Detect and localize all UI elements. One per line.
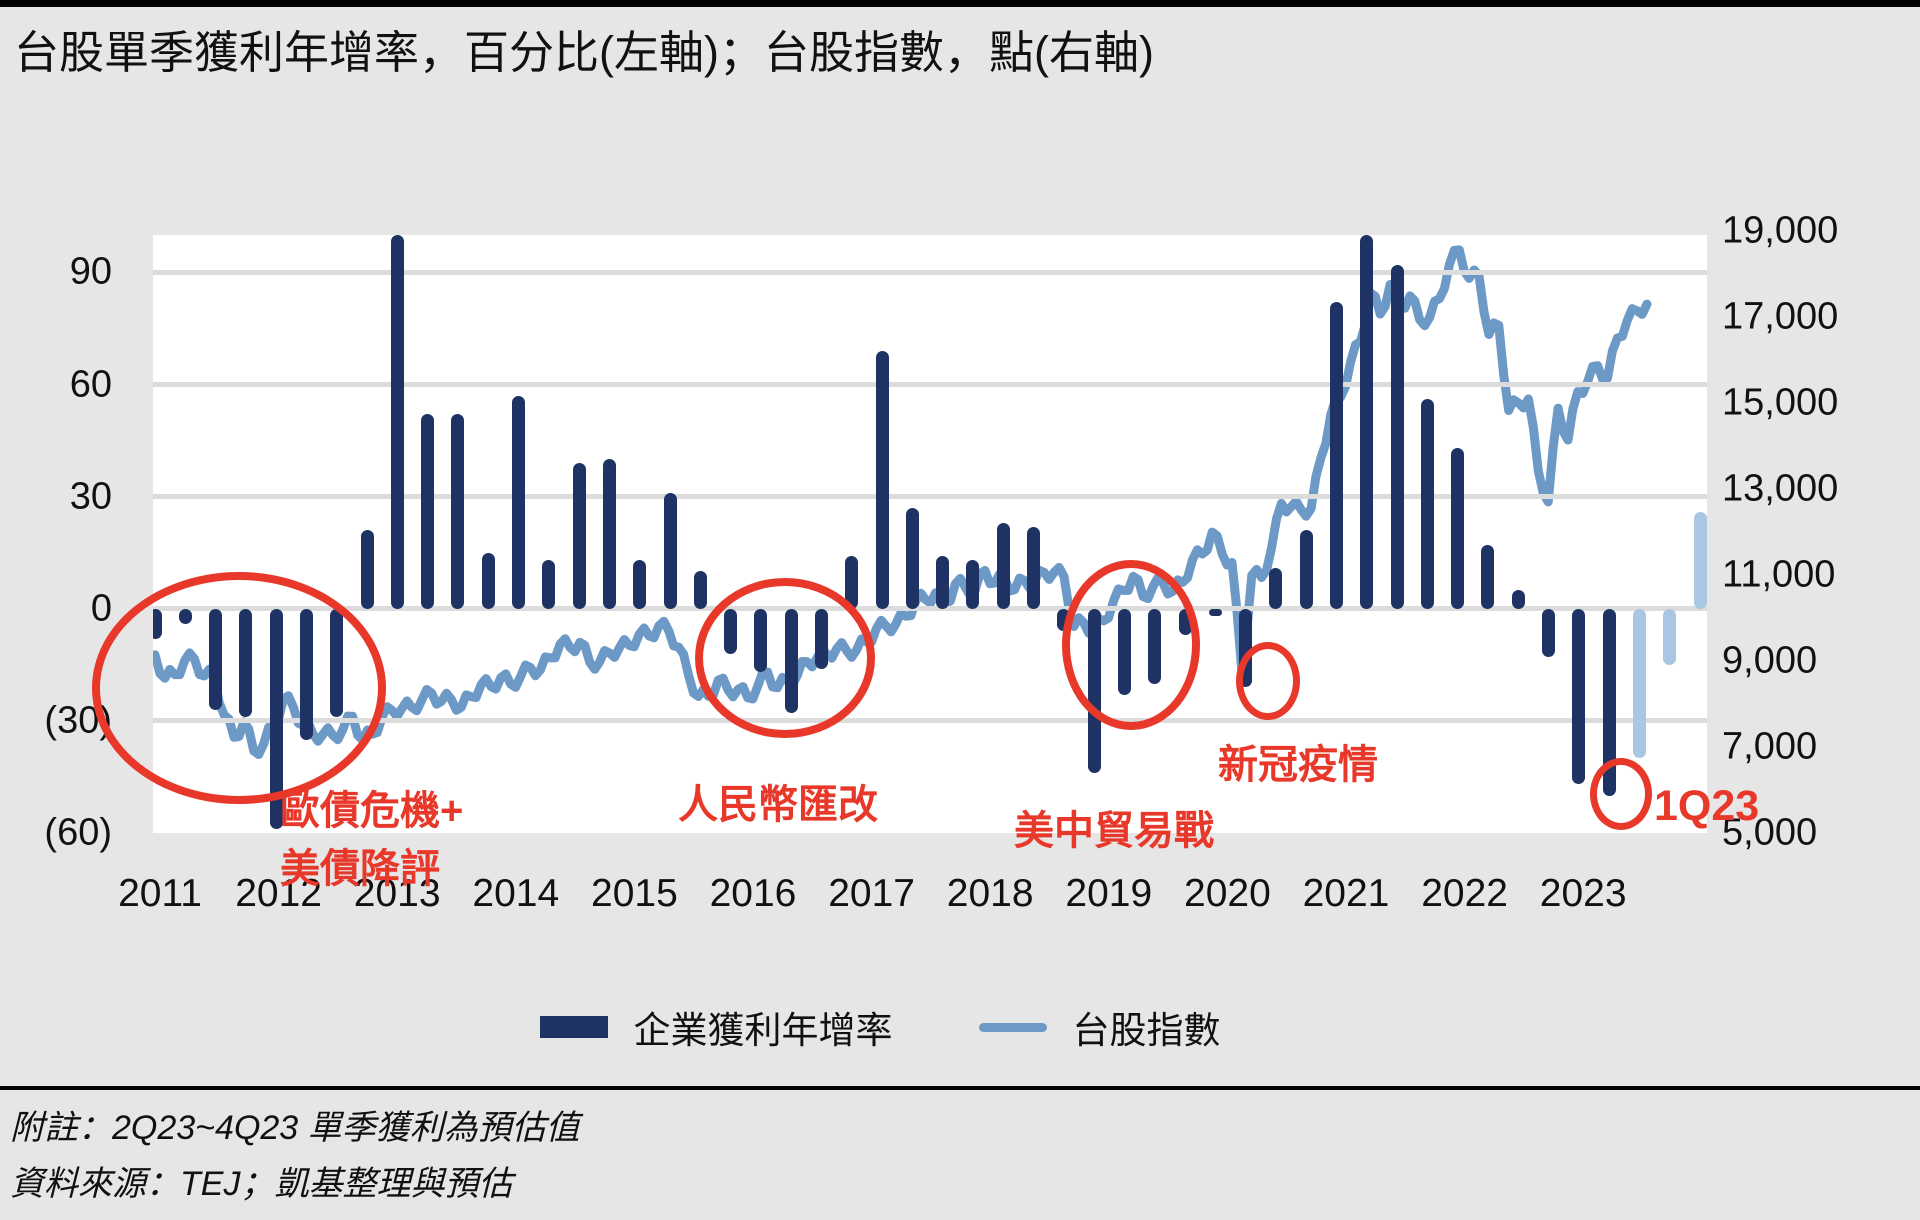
euro-crisis-ellipse <box>92 572 386 804</box>
legend: 企業獲利年增率 台股指數 <box>80 1000 1680 1054</box>
x-axis-year-2017: 2017 <box>828 872 915 915</box>
euro-crisis-label-line2: 美債降評 <box>280 847 440 891</box>
earnings-bar-4Q23 <box>1693 511 1707 609</box>
x-axis-year-2023: 2023 <box>1539 872 1627 915</box>
earnings-bar-2Q18 <box>1027 526 1041 609</box>
earnings-bar-4Q14 <box>602 459 616 609</box>
earnings-bar-3Q22 <box>1542 608 1556 658</box>
covid-ellipse <box>1236 642 1300 720</box>
earnings-bar-1Q22 <box>1481 545 1495 609</box>
earnings-bar-1Q21 <box>1360 235 1374 609</box>
earnings-bar-3Q13 <box>451 414 465 609</box>
earnings-bar-1Q13 <box>390 235 404 609</box>
earnings-bar-3Q14 <box>572 462 586 609</box>
gridline-30 <box>153 494 1707 500</box>
legend-line-swatch <box>978 1022 1047 1032</box>
earnings-bar-2Q14 <box>542 560 556 609</box>
earnings-bar-3Q21 <box>1420 399 1434 609</box>
left-axis-tick-60: 60 <box>69 363 112 405</box>
earnings-bar-2Q20 <box>1269 567 1283 609</box>
earnings-bar-3Q15 <box>693 571 707 609</box>
left-axis-tick-30: 30 <box>69 475 112 518</box>
right-axis-tick-9000: 9,000 <box>1722 639 1818 682</box>
right-axis-tick-15000: 15,000 <box>1722 381 1839 424</box>
right-axis-tick-7000: 7,000 <box>1722 725 1818 768</box>
earnings-bar-4Q16 <box>845 556 859 609</box>
right-axis-tick-19000: 19,000 <box>1722 209 1839 252</box>
footnote-estimate: 附註：2Q23~4Q23 單季獲利為預估值 <box>10 1109 580 1147</box>
trade-war-ellipse <box>1062 560 1200 730</box>
x-axis-year-2021: 2021 <box>1302 872 1390 915</box>
x-axis-year-2011: 2011 <box>118 872 202 915</box>
left-axis-tick-90: 90 <box>69 250 112 293</box>
earnings-bar-1Q18 <box>996 522 1010 609</box>
earnings-bar-2Q17 <box>905 507 919 609</box>
top-border <box>0 0 1920 7</box>
earnings-bar-3Q17 <box>936 556 950 609</box>
x-axis-year-2014: 2014 <box>472 872 560 915</box>
earnings-bar-3Q23 <box>1663 608 1677 665</box>
legend-bar-swatch <box>539 1016 608 1038</box>
x-axis-year-2022: 2022 <box>1421 872 1508 915</box>
x-axis-year-2012: 2012 <box>235 872 322 915</box>
chart-title: 台股單季獲利年增率，百分比(左軸)；台股指數，點(右軸) <box>14 27 1154 78</box>
x-axis-year-2020: 2020 <box>1184 872 1271 915</box>
earnings-bar-2Q21 <box>1390 264 1404 609</box>
earnings-bar-4Q12 <box>360 530 374 609</box>
taiex-index-line <box>153 245 1652 759</box>
earnings-bar-4Q17 <box>966 560 980 609</box>
x-axis-year-2015: 2015 <box>591 872 678 915</box>
rmb-reform-label: 人民幣匯改 <box>678 783 878 827</box>
x-axis-year-2019: 2019 <box>1065 872 1153 915</box>
earnings-bar-1Q23 <box>1602 608 1616 796</box>
left-axis-tick-0: 0 <box>90 587 112 630</box>
q123-label: 1Q23 <box>1654 782 1760 830</box>
trade-war-label: 美中貿易戰 <box>1014 809 1214 853</box>
right-axis-tick-11000: 11,000 <box>1722 553 1836 596</box>
gridline--30 <box>153 718 1707 724</box>
earnings-bar-3Q20 <box>1299 530 1313 609</box>
left-axis-tick-(60): (60) <box>44 811 112 854</box>
earnings-bar-2Q13 <box>421 414 435 609</box>
earnings-bar-1Q14 <box>512 395 526 609</box>
earnings-bar-4Q22 <box>1572 608 1586 785</box>
right-axis-tick-5000: 5,000 <box>1722 811 1818 854</box>
earnings-bar-2Q15 <box>663 492 677 609</box>
footer-separator-line <box>0 1086 1920 1090</box>
q123-ellipse <box>1590 758 1652 830</box>
earnings-bar-4Q21 <box>1451 448 1465 609</box>
right-axis-tick-17000: 17,000 <box>1722 295 1839 338</box>
legend-line-label: 台股指數 <box>1072 1010 1221 1051</box>
earnings-bar-1Q15 <box>633 560 647 609</box>
legend-bar-label: 企業獲利年增率 <box>633 1010 893 1051</box>
gridline-90 <box>153 269 1707 275</box>
euro-crisis-label-line1: 歐債危機+ <box>280 789 464 833</box>
earnings-bar-4Q19 <box>1208 608 1222 617</box>
right-axis-tick-13000: 13,000 <box>1722 467 1839 510</box>
earnings-bar-2Q23 <box>1632 608 1646 759</box>
x-axis-year-2018: 2018 <box>946 872 1034 915</box>
earnings-bar-4Q13 <box>481 552 495 609</box>
footnote-source: 資料來源：TEJ；凱基整理與預估 <box>10 1165 513 1203</box>
earnings-bar-2Q22 <box>1511 590 1525 609</box>
rmb-reform-ellipse <box>695 578 875 738</box>
x-axis-year-2013: 2013 <box>353 872 441 915</box>
earnings-bar-1Q17 <box>875 350 889 609</box>
plot-area <box>153 235 1707 833</box>
gridline-60 <box>153 382 1707 387</box>
gridline-0 <box>153 606 1707 612</box>
covid-label: 新冠疫情 <box>1218 743 1378 787</box>
x-axis-year-2016: 2016 <box>709 872 797 915</box>
earnings-bar-4Q20 <box>1329 302 1343 609</box>
